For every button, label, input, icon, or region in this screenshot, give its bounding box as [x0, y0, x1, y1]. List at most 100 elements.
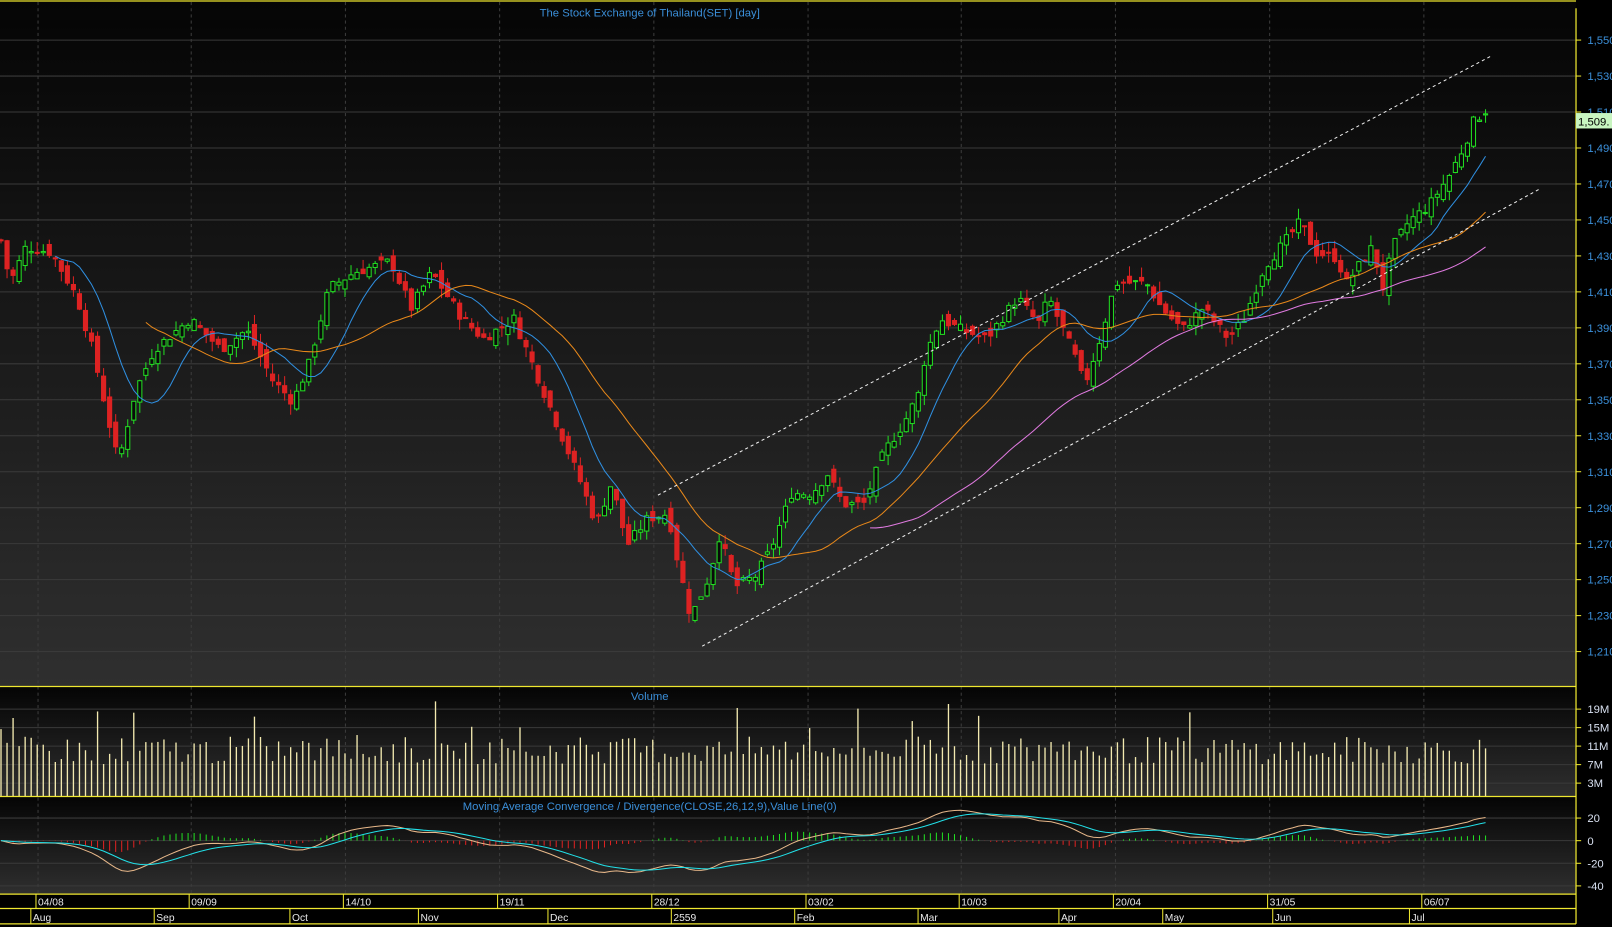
candle-down — [577, 465, 583, 483]
candle-up — [1048, 300, 1054, 307]
candle-up — [1187, 325, 1193, 329]
candle-down — [360, 268, 366, 275]
candle-down — [843, 496, 849, 508]
candle-up — [903, 418, 909, 433]
candle-down — [276, 381, 282, 386]
candle-down — [402, 281, 408, 291]
candle-up — [1416, 210, 1422, 223]
candle-down — [976, 335, 982, 338]
candle-down — [1030, 309, 1036, 317]
candle-down — [945, 313, 952, 327]
candle-down — [269, 373, 276, 382]
candle-down — [34, 251, 40, 254]
candle-up — [161, 338, 167, 347]
candle-down — [553, 411, 559, 428]
candle-up — [1253, 292, 1259, 303]
candle-up — [348, 274, 354, 280]
candle-up — [897, 431, 903, 437]
candle-up — [1042, 301, 1048, 323]
candle-down — [197, 325, 203, 328]
candle-down — [1126, 275, 1133, 284]
candle-up — [28, 251, 34, 254]
candle-down — [565, 436, 571, 455]
candle-down — [1326, 251, 1332, 254]
candle-down — [674, 524, 680, 561]
candle-up — [245, 330, 252, 334]
candle-up — [1386, 257, 1392, 297]
month-label: Dec — [550, 913, 568, 924]
month-label: Mar — [920, 913, 938, 924]
candle-up — [1404, 223, 1410, 234]
candle-down — [263, 349, 270, 369]
candle-up — [704, 583, 710, 597]
candle-up — [1096, 343, 1102, 362]
date-label: 28/12 — [654, 897, 680, 908]
candle-down — [1120, 281, 1127, 284]
price-tick-label: 1,490 — [1587, 143, 1612, 155]
candle-down — [390, 255, 396, 272]
candle-up — [601, 505, 608, 517]
candle-down — [728, 555, 734, 573]
candle-up — [776, 525, 783, 548]
macd-tick-label: 0 — [1587, 836, 1593, 848]
candle-down — [1151, 286, 1157, 299]
candle-up — [758, 560, 764, 586]
month-label: 2559 — [673, 913, 696, 924]
candle-up — [1368, 245, 1374, 266]
candle-up — [131, 400, 137, 421]
candle-down — [650, 511, 656, 522]
candle-down — [1066, 331, 1072, 339]
candle-up — [294, 390, 300, 410]
candle-up — [1193, 312, 1199, 327]
candle-up — [927, 341, 933, 366]
candle-down — [595, 514, 602, 517]
macd-tick-label: 20 — [1587, 813, 1600, 825]
candle-down — [107, 396, 113, 428]
candle-up — [1434, 193, 1440, 198]
candle-up — [1452, 161, 1458, 174]
candle-up — [807, 496, 813, 501]
candle-up — [420, 285, 427, 292]
candle-up — [1271, 259, 1277, 270]
candle-up — [300, 381, 306, 392]
month-label: Sep — [156, 913, 175, 924]
candle-down — [457, 302, 463, 320]
candle-down — [831, 468, 837, 483]
candle-down — [438, 269, 445, 289]
candle-up — [137, 380, 143, 403]
candle-down — [1307, 221, 1314, 245]
month-label: Jul — [1412, 913, 1425, 924]
ma-long-line — [870, 246, 1486, 529]
candle-down — [0, 239, 4, 242]
candle-down — [481, 333, 487, 338]
candle-up — [891, 440, 897, 448]
candle-down — [1181, 321, 1187, 325]
trend-channel-upper — [657, 55, 1491, 496]
candle-down — [408, 288, 414, 311]
candle-up — [607, 486, 614, 510]
date-label: 09/09 — [191, 897, 217, 908]
candle-up — [752, 576, 758, 582]
candle-down — [499, 326, 505, 329]
candle-up — [1108, 295, 1114, 328]
price-tick-label: 1,350 — [1587, 395, 1612, 407]
volume-panel[interactable] — [0, 687, 1577, 797]
date-label: 10/03 — [961, 897, 987, 908]
volume-tick-label: 11M — [1587, 741, 1608, 753]
candle-up — [312, 344, 318, 358]
candle-up — [1398, 228, 1404, 236]
volume-tick-label: 3M — [1587, 778, 1603, 790]
candle-up — [173, 329, 179, 336]
macd-title: Moving Average Convergence / Divergence(… — [463, 801, 837, 813]
candle-up — [1235, 322, 1241, 330]
candle-up — [16, 260, 22, 283]
month-label: May — [1165, 913, 1185, 924]
price-chart-title: The Stock Exchange of Thailand(SET) [day… — [540, 7, 760, 19]
candle-up — [149, 358, 155, 365]
candle-down — [1157, 291, 1163, 306]
price-tick-label: 1,210 — [1587, 647, 1612, 659]
macd-tick-label: -40 — [1587, 881, 1603, 893]
candle-down — [251, 323, 258, 346]
